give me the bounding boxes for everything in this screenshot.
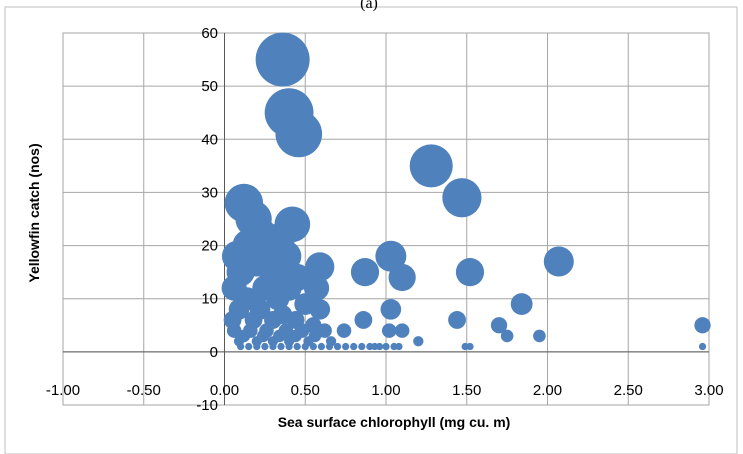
data-point xyxy=(350,342,358,351)
data-point xyxy=(533,329,546,343)
data-point xyxy=(325,342,334,351)
chart-border xyxy=(4,6,738,454)
data-point xyxy=(305,317,322,334)
data-point xyxy=(442,178,482,218)
axes xyxy=(63,33,709,405)
data-point xyxy=(500,329,514,343)
y-tick-label: 30 xyxy=(201,184,218,201)
data-point xyxy=(388,263,416,292)
data-point xyxy=(694,317,711,334)
data-point xyxy=(510,293,533,315)
data-point xyxy=(317,342,326,351)
data-point xyxy=(382,342,390,351)
chart-title: (a) xyxy=(360,0,378,12)
data-points xyxy=(221,32,711,351)
data-point xyxy=(275,110,323,158)
y-tick-label: 10 xyxy=(201,291,218,308)
data-point xyxy=(341,342,350,351)
data-point xyxy=(375,342,384,351)
data-point xyxy=(336,323,352,338)
data-point xyxy=(448,311,466,329)
data-point xyxy=(305,252,335,282)
x-tick-label: -0.50 xyxy=(127,382,161,399)
data-point xyxy=(333,342,342,351)
data-point xyxy=(261,342,269,351)
y-tick-label: -10 xyxy=(196,397,218,414)
data-point xyxy=(293,342,301,351)
data-point xyxy=(698,342,707,351)
y-tick-label: 60 xyxy=(201,25,218,42)
x-tick-label: 2.00 xyxy=(533,382,562,399)
data-point xyxy=(253,342,261,351)
data-point xyxy=(466,342,474,351)
x-tick-labels: -1.00 -0.50 0.00 0.50 1.00 1.50 2.00 2.50 3.00 xyxy=(46,382,724,399)
x-tick-label: 2.50 xyxy=(614,382,643,399)
data-point xyxy=(350,258,380,287)
data-point xyxy=(283,336,295,347)
data-point xyxy=(381,323,397,338)
data-point xyxy=(413,336,424,347)
data-point xyxy=(285,342,293,351)
data-point xyxy=(394,323,410,338)
data-point xyxy=(395,342,403,351)
data-point xyxy=(237,342,245,351)
x-tick-label: 1.50 xyxy=(452,382,481,399)
x-tick-label: 3.00 xyxy=(694,382,723,399)
y-tick-labels: -10 0 10 20 30 40 50 60 xyxy=(196,25,218,414)
data-point xyxy=(269,342,277,351)
data-point xyxy=(251,336,262,347)
data-point xyxy=(309,342,317,351)
data-point xyxy=(455,258,485,287)
data-point xyxy=(267,336,279,347)
data-point xyxy=(409,144,453,188)
y-axis-title: Yellowfin catch (nos) xyxy=(26,143,42,282)
x-tick-label: 0.00 xyxy=(210,382,239,399)
data-point xyxy=(301,342,309,351)
data-point xyxy=(255,32,310,87)
y-tick-label: 0 xyxy=(210,344,218,361)
data-point xyxy=(245,342,253,351)
data-point xyxy=(358,342,366,351)
x-tick-label: -1.00 xyxy=(46,382,80,399)
data-point xyxy=(277,342,285,351)
y-tick-label: 20 xyxy=(201,238,218,255)
data-point xyxy=(380,299,402,320)
data-point xyxy=(266,287,290,311)
x-tick-label: 0.50 xyxy=(291,382,320,399)
data-point xyxy=(375,240,407,272)
y-tick-label: 50 xyxy=(201,78,218,95)
data-point xyxy=(309,299,331,320)
x-axis-title: Sea surface chlorophyll (mg cu. m) xyxy=(278,414,511,430)
x-tick-label: 1.00 xyxy=(371,382,400,399)
data-point xyxy=(354,311,373,329)
y-tick-label: 40 xyxy=(201,131,218,148)
data-point xyxy=(490,317,508,334)
data-point xyxy=(543,246,574,277)
